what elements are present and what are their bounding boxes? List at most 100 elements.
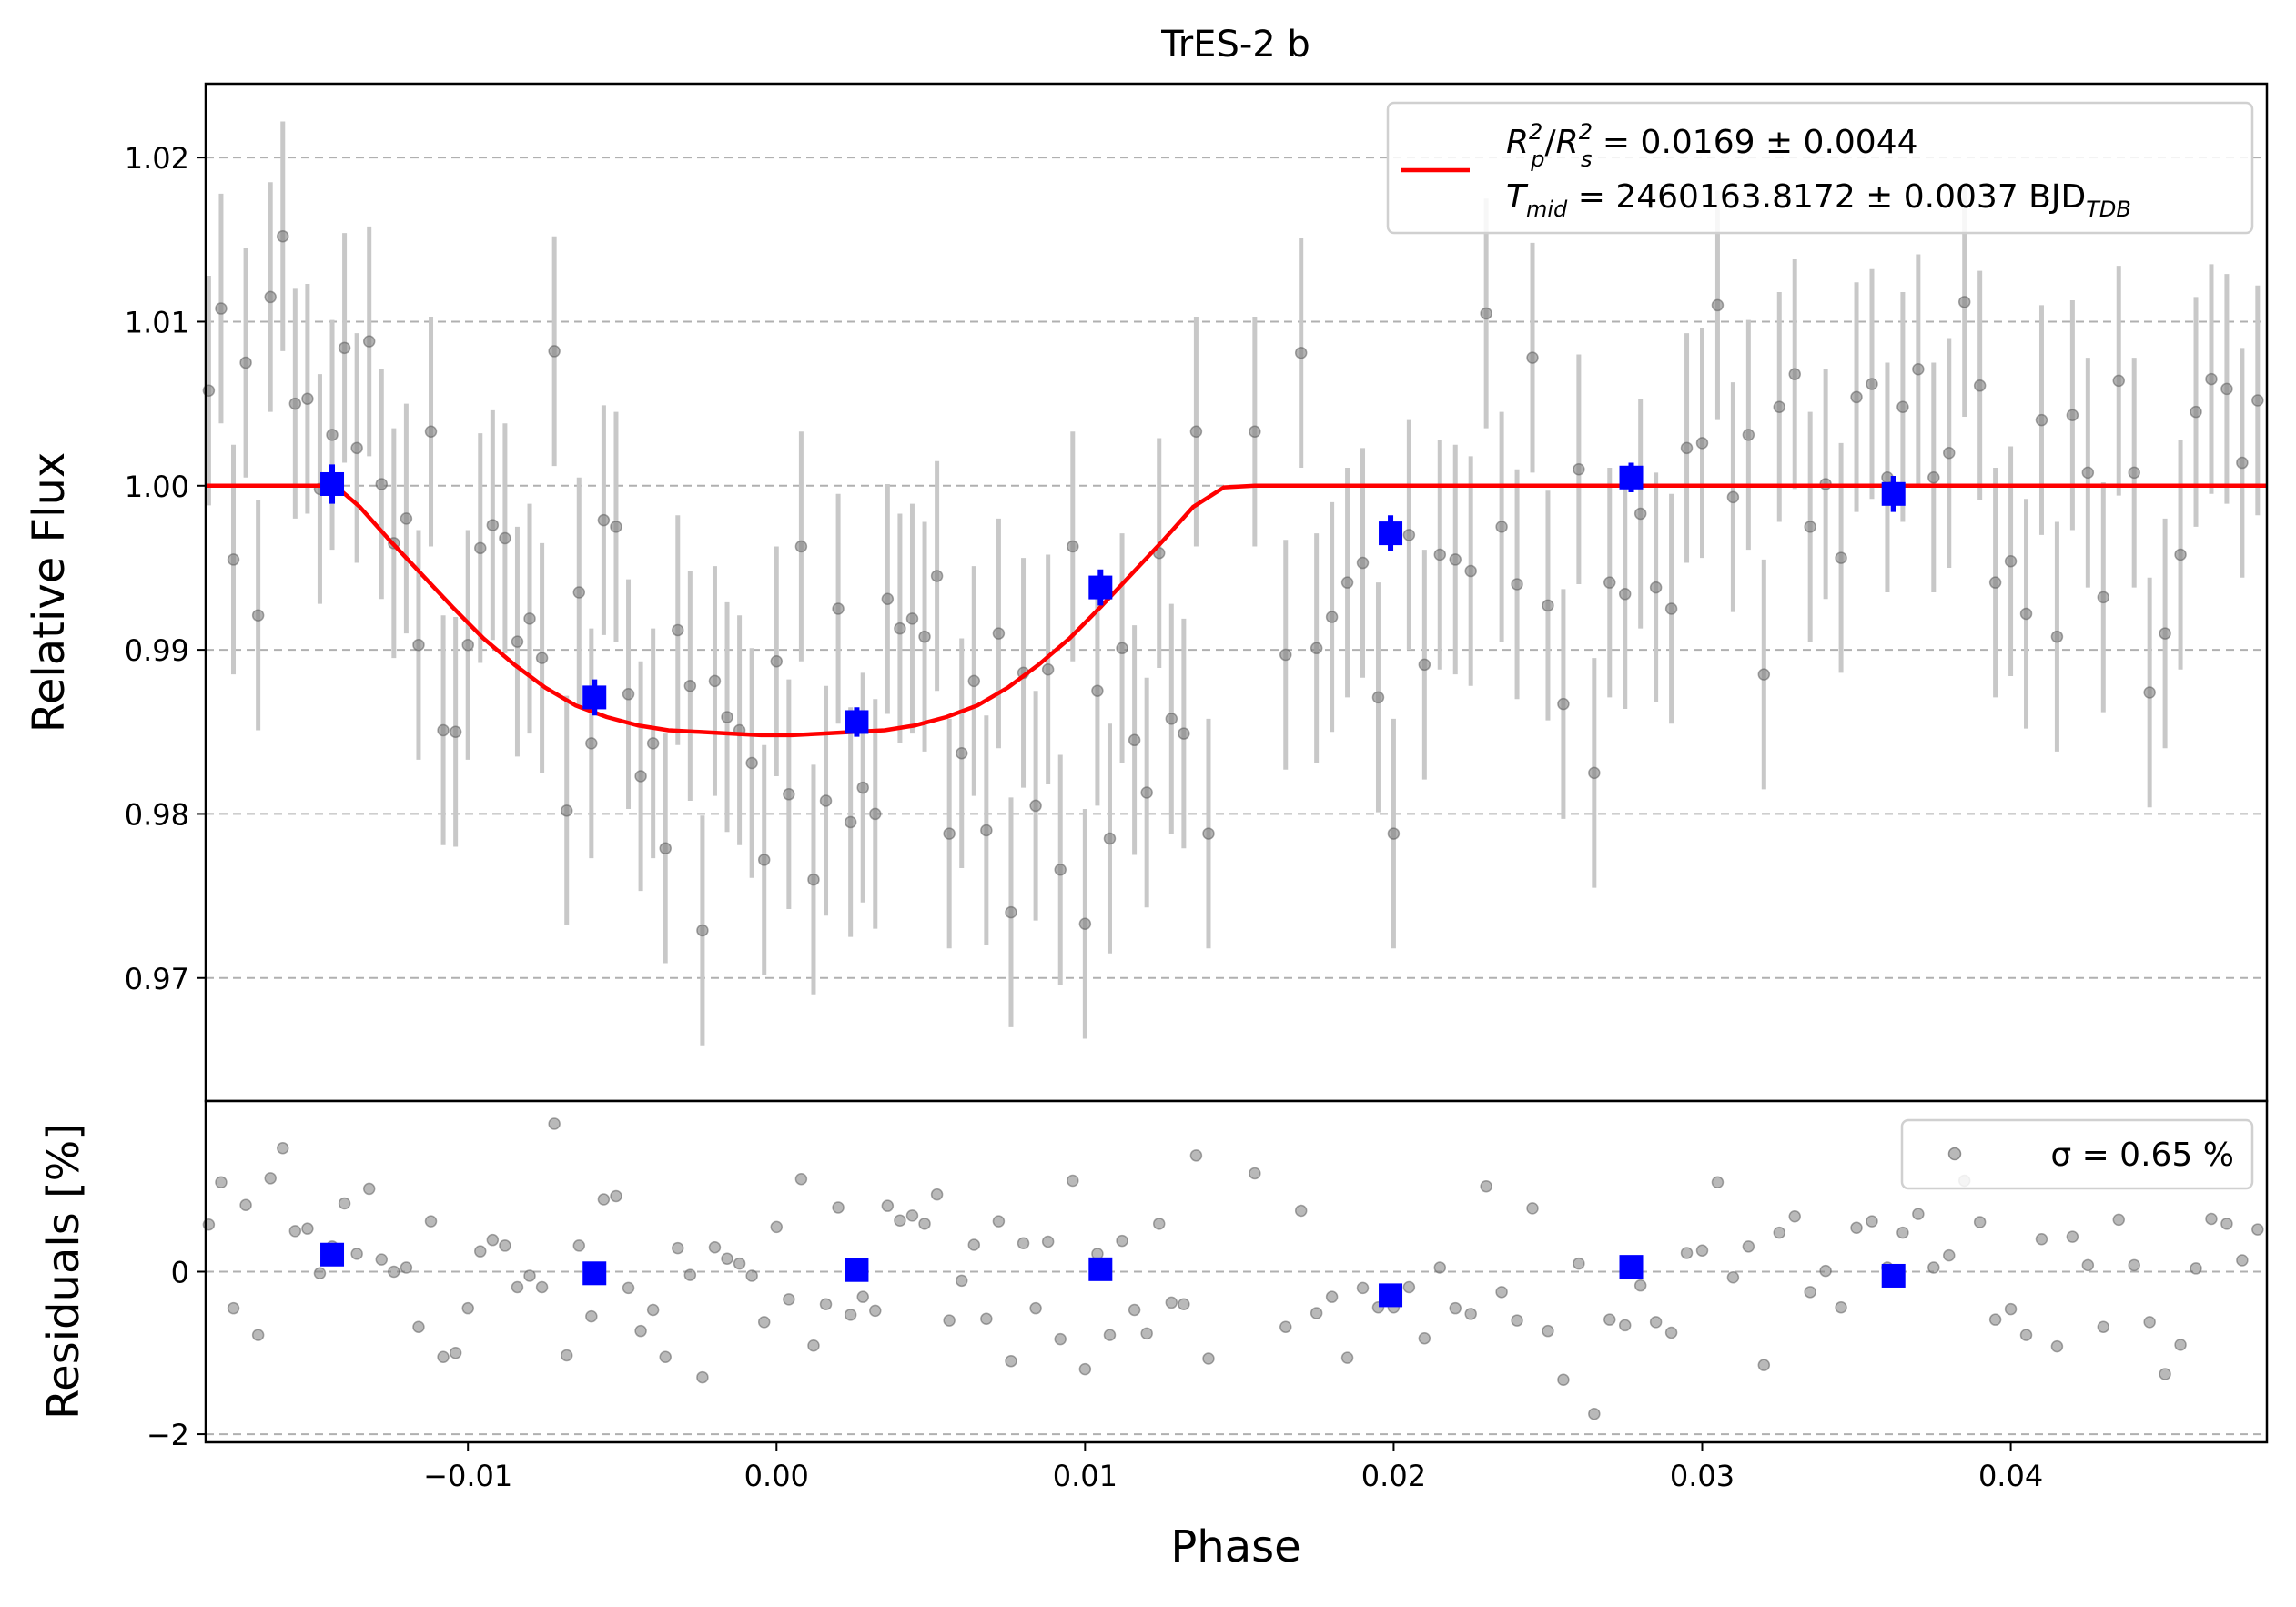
flux-data-point [1178,727,1190,740]
flux-data-point [1557,697,1570,711]
residual-data-point [2004,1302,2018,1316]
residual-binned-point [1379,1283,1403,1308]
residual-data-point [696,1370,709,1384]
flux-data-point [1773,400,1786,413]
residual-binned-point [845,1258,869,1282]
flux-data-point [1973,379,1987,392]
flux-data-point [918,630,931,643]
residual-data-point [1603,1313,1616,1326]
residual-data-point [1526,1202,1539,1215]
flux-data-point [474,541,487,555]
residual-data-point [511,1280,524,1294]
flux-data-point [856,781,869,794]
residuals-binned-points [320,1242,1906,1308]
flux-plot-area [206,84,2267,1101]
residual-data-point [412,1320,425,1333]
residual-data-point [277,1142,289,1155]
flux-data-point [424,425,438,439]
flux-data-point [1526,351,1539,364]
flux-panel: 0.97 0.98 0.99 1.00 1.01 1.02 Relative Flux R… [24,82,2269,1103]
flux-binned-point [1088,575,1113,600]
residual-data-point [2097,1320,2110,1333]
flux-data-point [461,638,474,652]
residual-data-point [1017,1237,1030,1249]
flux-binned-point [1881,481,1906,506]
flux-y-tick-label: 0.98 [125,797,189,832]
residual-data-point [1165,1296,1178,1309]
flux-data-point [301,392,314,405]
flux-data-point [2097,591,2110,604]
flux-data-point [930,570,944,582]
flux-data-point [597,513,611,527]
flux-data-point [1912,363,1925,376]
residual-data-point [881,1199,895,1212]
residual-data-point [2174,1339,2187,1351]
legend-residual-marker-icon [1947,1147,1962,1161]
flux-data-point [832,602,845,615]
flux-data-point [1618,588,1632,601]
flux-data-point [2066,409,2079,422]
residual-data-point [1742,1240,1755,1253]
residual-data-point [807,1339,820,1352]
residual-binned-point [582,1261,607,1286]
residual-data-point [918,1218,931,1230]
flux-data-point [1988,576,2002,589]
residual-data-point [474,1245,487,1258]
residual-data-point [1178,1298,1190,1310]
flux-data-point [708,674,722,688]
flux-data-point [1325,611,1339,623]
transit-model-curve [206,483,2267,738]
residual-data-point [1973,1216,1987,1228]
residual-data-point [1356,1281,1370,1295]
residual-data-point [2190,1262,2202,1275]
residuals-y-tick-label: −2 [147,1418,189,1452]
flux-data-point [1128,733,1141,747]
residual-data-point [1866,1215,1878,1228]
flux-data-point [1371,691,1385,704]
flux-data-point [375,478,389,490]
x-axis-label: Phase [1170,1521,1300,1572]
flux-data-point [2050,630,2064,643]
flux-binned-points [320,462,1906,737]
residual-data-point [2143,1316,2156,1329]
residual-data-point [1773,1226,1786,1239]
flux-data-point [215,302,228,315]
residual-data-point [1189,1149,1203,1162]
flux-y-tick-label: 1.00 [125,470,189,504]
residual-data-point [943,1314,956,1327]
residual-data-point [227,1301,240,1315]
residual-binned-point [1881,1263,1906,1288]
residual-data-point [2081,1258,2095,1272]
residual-data-point [832,1201,845,1214]
flux-data-point [1029,799,1042,813]
flux-data-point [869,807,882,821]
flux-data-point [548,345,561,358]
residual-data-point [350,1248,363,1260]
residual-data-point [733,1257,746,1270]
flux-data-point [2128,466,2140,480]
residual-data-point [1896,1226,1909,1239]
flux-data-point [1480,307,1492,320]
flux-data-point [264,290,277,304]
flux-data-point [523,612,536,625]
flux-data-point [1340,576,1354,589]
x-tick-label: −0.01 [423,1459,512,1493]
flux-data-point [1757,668,1771,681]
flux-data-point [2035,413,2048,427]
residual-data-point [869,1304,882,1318]
flux-data-point [1054,863,1067,876]
residual-data-point [437,1350,450,1363]
residual-data-point [1695,1244,1709,1258]
residual-data-point [646,1303,660,1317]
flux-data-point [1249,425,1261,439]
residual-data-point [449,1347,462,1359]
flux-data-point [894,622,906,635]
flux-y-tick-label: 1.02 [125,141,189,176]
flux-data-point [2251,394,2264,407]
residual-data-point [338,1197,351,1210]
flux-data-point [560,804,573,817]
flux-data-point [1189,425,1203,439]
x-tick-label: 0.03 [1670,1459,1735,1493]
flux-data-point [1310,642,1323,655]
